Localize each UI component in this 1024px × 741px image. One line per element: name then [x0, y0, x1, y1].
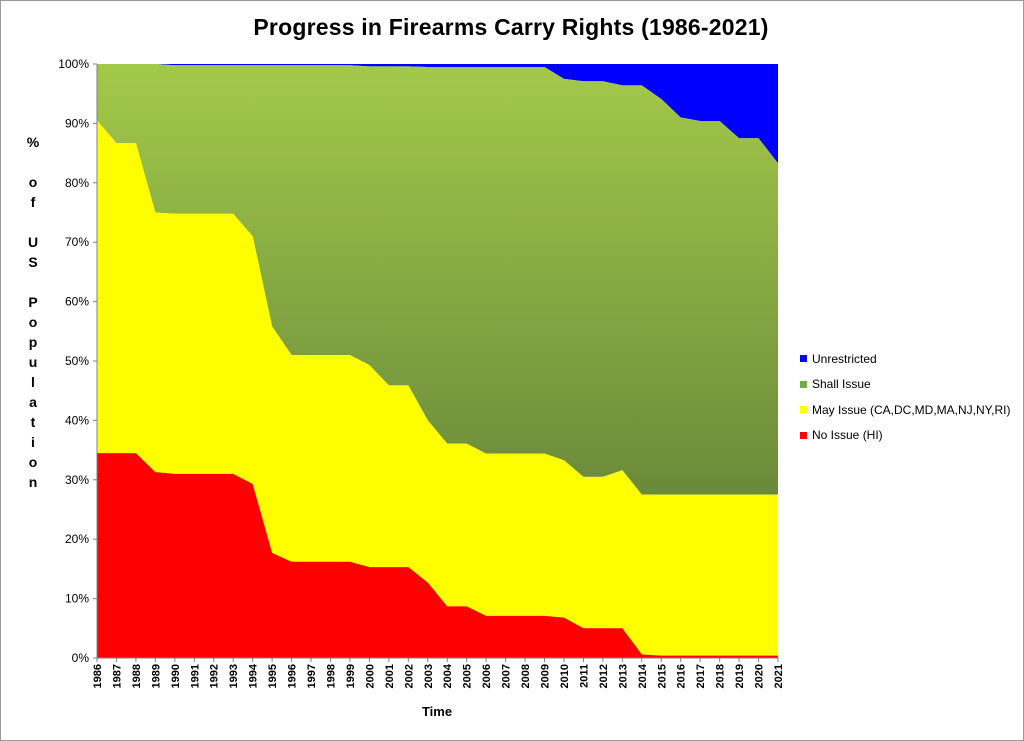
x-tick-label: 1992: [209, 664, 221, 688]
x-tick-label: 1989: [150, 664, 162, 688]
y-label-char: n: [28, 474, 38, 490]
y-tick-label: 10%: [65, 592, 89, 606]
y-tick-label: 90%: [65, 116, 89, 130]
area-unrestricted: [97, 64, 778, 164]
legend-label: Shall Issue: [812, 377, 871, 392]
y-label-char: S: [28, 254, 38, 270]
x-tick-label: 1988: [131, 664, 143, 688]
legend-item: May Issue (CA,DC,MD,MA,NJ,NY,RI): [800, 397, 1010, 423]
x-tick-label: 2016: [676, 664, 688, 688]
x-tick-label: 1990: [170, 664, 182, 688]
x-tick-label: 2017: [695, 664, 707, 688]
y-label-char: p: [28, 334, 38, 350]
y-label-char: o: [28, 454, 38, 470]
x-tick-label: 2020: [754, 664, 766, 688]
x-tick-label: 2008: [520, 664, 532, 688]
x-tick-label: 1995: [267, 664, 279, 688]
x-tick-label: 2021: [773, 664, 785, 688]
x-tick-label: 1991: [189, 664, 201, 688]
x-tick-label: 1998: [325, 664, 337, 688]
x-tick-label: 2015: [656, 664, 668, 688]
y-label-char: a: [29, 394, 37, 410]
legend-label: Unrestricted: [812, 351, 877, 366]
legend-swatch: [800, 406, 807, 414]
y-label-char: l: [31, 374, 35, 390]
y-tick-label: 20%: [65, 532, 89, 546]
x-tick-label: 2019: [734, 664, 746, 688]
legend-item: Unrestricted: [800, 346, 1010, 372]
y-tick-label: 30%: [65, 473, 89, 487]
legend-label: May Issue (CA,DC,MD,MA,NJ,NY,RI): [812, 402, 1011, 417]
x-tick-label: 2014: [637, 663, 649, 688]
x-tick-label: 2001: [384, 664, 396, 688]
x-tick-label: 2010: [559, 664, 571, 688]
area-no-issue-hi: [97, 453, 778, 658]
x-tick-label: 2006: [481, 664, 493, 688]
y-tick-label: 50%: [65, 354, 89, 368]
chart-title: Progress in Firearms Carry Rights (1986-…: [253, 14, 769, 40]
x-tick-label: 1986: [92, 664, 104, 688]
y-label-char: o: [28, 314, 38, 330]
legend-swatch: [800, 355, 807, 363]
x-tick-label: 1999: [345, 664, 357, 688]
x-tick-label: 2003: [423, 664, 435, 688]
y-tick-label: 60%: [65, 295, 89, 309]
legend-swatch: [800, 380, 807, 388]
y-tick-label: 0%: [72, 651, 90, 665]
legend-item: Shall Issue: [800, 372, 1010, 398]
x-tick-label: 2011: [578, 664, 590, 688]
x-tick-label: 2013: [617, 664, 629, 688]
y-label-char: U: [27, 234, 39, 250]
y-label-char: f: [30, 194, 36, 210]
x-tick-label: 2000: [364, 664, 376, 688]
legend-label: No Issue (HI): [812, 428, 883, 443]
legend-swatch: [800, 431, 807, 439]
y-label-char: t: [30, 414, 36, 430]
legend-item: No Issue (HI): [800, 423, 1010, 449]
y-tick-label: 100%: [58, 57, 89, 71]
x-tick-label: 1994: [248, 663, 260, 688]
x-axis-label: Time: [421, 704, 453, 719]
x-tick-label: 2004: [442, 663, 454, 688]
area-may-issue-ca-dc-md-ma-nj-ny-ri: [97, 120, 778, 656]
legend: Unrestricted Shall Issue May Issue (CA,DC,…: [800, 346, 1010, 448]
x-tick-label: 1993: [228, 664, 240, 688]
area-shall-issue: [97, 64, 778, 495]
x-tick-label: 1997: [306, 664, 318, 688]
y-label-char: i: [31, 434, 35, 450]
x-tick-label: 2007: [501, 664, 513, 688]
y-label-char: u: [28, 354, 38, 370]
x-tick-label: 2009: [540, 664, 552, 688]
x-tick-label: 2018: [715, 664, 727, 688]
x-tick-label: 1996: [287, 664, 299, 688]
y-tick-label: 40%: [65, 413, 89, 427]
y-tick-label: 70%: [65, 235, 89, 249]
x-tick-label: 1987: [111, 664, 123, 688]
x-tick-label: 2012: [598, 664, 610, 688]
y-label-char: P: [28, 294, 38, 310]
y-label-char: %: [26, 134, 40, 150]
x-tick-label: 2005: [462, 664, 474, 688]
x-tick-label: 2002: [403, 664, 415, 688]
y-label-char: o: [28, 174, 38, 190]
y-tick-label: 80%: [65, 176, 89, 190]
